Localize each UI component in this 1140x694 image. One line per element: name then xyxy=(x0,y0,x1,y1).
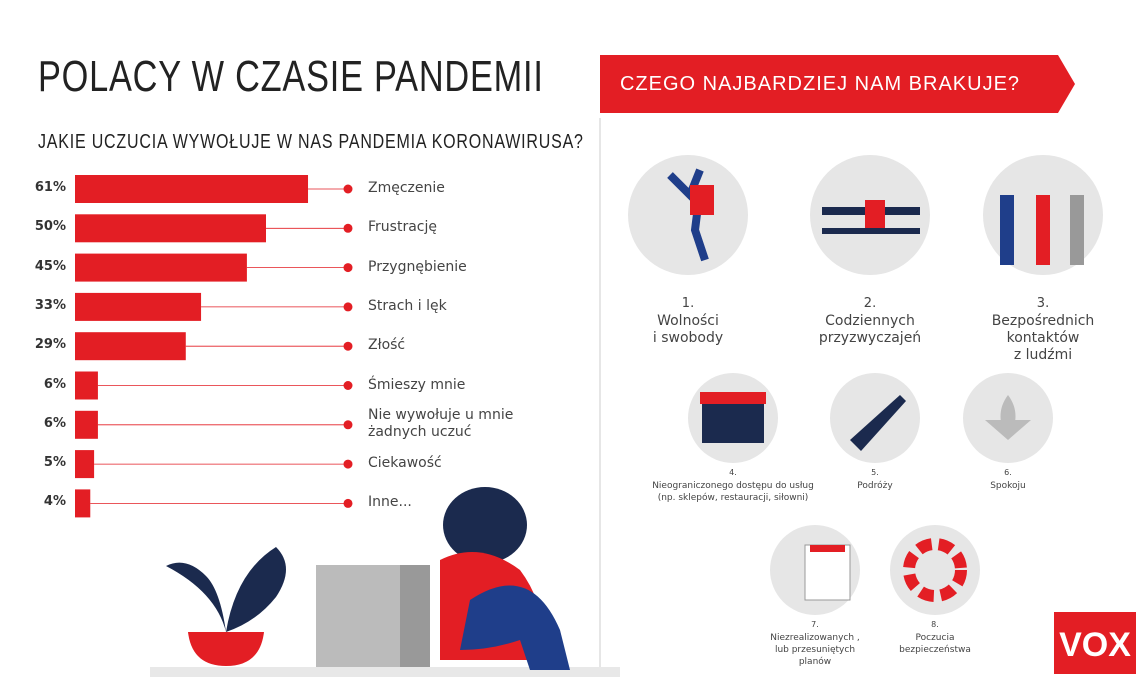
leader-dot xyxy=(343,420,353,430)
hair xyxy=(443,487,527,563)
item-label: Codziennych przyzwyczajeń xyxy=(818,313,922,346)
main-title: POLACY W CZASIE PANDEMII xyxy=(38,52,544,101)
panel-banner xyxy=(600,55,1075,113)
item-number: 4. xyxy=(729,468,737,477)
icon xyxy=(1036,195,1050,265)
category-label: Ciekawość xyxy=(368,455,442,472)
pot xyxy=(188,632,264,666)
bar xyxy=(75,332,186,361)
item-label: Spokoju xyxy=(990,481,1026,491)
icon xyxy=(810,545,845,552)
bar xyxy=(75,450,95,479)
value-label: 5% xyxy=(43,455,66,471)
icon xyxy=(804,544,851,601)
box-side xyxy=(400,565,430,667)
icon xyxy=(702,398,764,443)
category-label: Frustrację xyxy=(368,219,437,236)
value-label: 61% xyxy=(34,180,66,195)
bar xyxy=(75,410,98,439)
bar xyxy=(75,253,247,282)
item-number: 5. xyxy=(871,468,879,477)
item-label: Nieograniczonego dostępu do usług (np. s… xyxy=(652,481,814,503)
item-number: 8. xyxy=(931,620,939,629)
category-label: Nie wywołuje u mnie żadnych uczuć xyxy=(368,407,514,441)
logo-box xyxy=(1054,612,1136,674)
leaf xyxy=(226,547,286,632)
value-label: 45% xyxy=(34,258,66,274)
icon xyxy=(865,200,885,228)
panel-title: CZEGO NAJBARDZIEJ NAM BRAKUJE? xyxy=(620,73,1020,95)
value-label: 50% xyxy=(34,219,66,235)
value-label: 33% xyxy=(34,297,66,313)
item-label: Niezrealizowanych , lub przesuniętych pl… xyxy=(770,633,860,667)
item-label: Podróży xyxy=(857,481,893,491)
icon xyxy=(690,185,714,215)
leader-dot xyxy=(343,459,353,469)
category-label: Strach i lęk xyxy=(368,297,447,314)
box xyxy=(316,565,416,667)
bar xyxy=(75,489,91,518)
bar xyxy=(75,371,98,400)
leaf xyxy=(166,562,226,632)
item-number: 3. xyxy=(1036,296,1050,311)
value-label: 4% xyxy=(43,494,66,510)
logo: VOX xyxy=(1059,626,1131,664)
icon-circle xyxy=(890,525,980,615)
icon-circle xyxy=(628,155,748,275)
icon xyxy=(903,538,967,602)
bar xyxy=(75,292,202,321)
category-label: Zmęczenie xyxy=(368,180,445,196)
item-number: 1. xyxy=(681,296,695,311)
icon xyxy=(1070,195,1084,265)
item-number: 6. xyxy=(1004,468,1012,477)
leader-dot xyxy=(343,302,353,312)
chart-title: JAKIE UCZUCIA WYWOŁUJE W NAS PANDEMIA KO… xyxy=(38,131,584,153)
icon xyxy=(700,392,766,404)
leader-dot xyxy=(343,341,353,351)
leader-dot xyxy=(343,223,353,233)
category-label: Śmieszy mnie xyxy=(368,376,466,393)
bar xyxy=(75,175,309,203)
value-label: 29% xyxy=(34,337,66,353)
leader-dot xyxy=(343,498,353,508)
icon xyxy=(1000,195,1014,265)
category-label: Inne... xyxy=(368,494,412,511)
item-number: 7. xyxy=(811,620,819,629)
item-label: Wolności i swobody xyxy=(652,313,724,346)
value-label: 6% xyxy=(43,415,66,431)
category-label: Złość xyxy=(368,337,406,354)
item-label: Poczucia bezpieczeństwa xyxy=(899,633,971,655)
icon xyxy=(985,395,1031,440)
leader-dot xyxy=(343,263,353,273)
item-number: 2. xyxy=(863,296,877,311)
value-label: 6% xyxy=(43,376,66,392)
category-label: Przygnębienie xyxy=(368,258,467,275)
item-label: Bezpośrednich kontaktów z ludźmi xyxy=(991,313,1095,363)
icon xyxy=(850,395,906,451)
leader-dot xyxy=(343,184,353,194)
floor xyxy=(150,667,620,677)
leader-dot xyxy=(343,381,353,390)
icon xyxy=(822,228,920,234)
legs xyxy=(460,585,570,670)
bar xyxy=(75,214,266,243)
